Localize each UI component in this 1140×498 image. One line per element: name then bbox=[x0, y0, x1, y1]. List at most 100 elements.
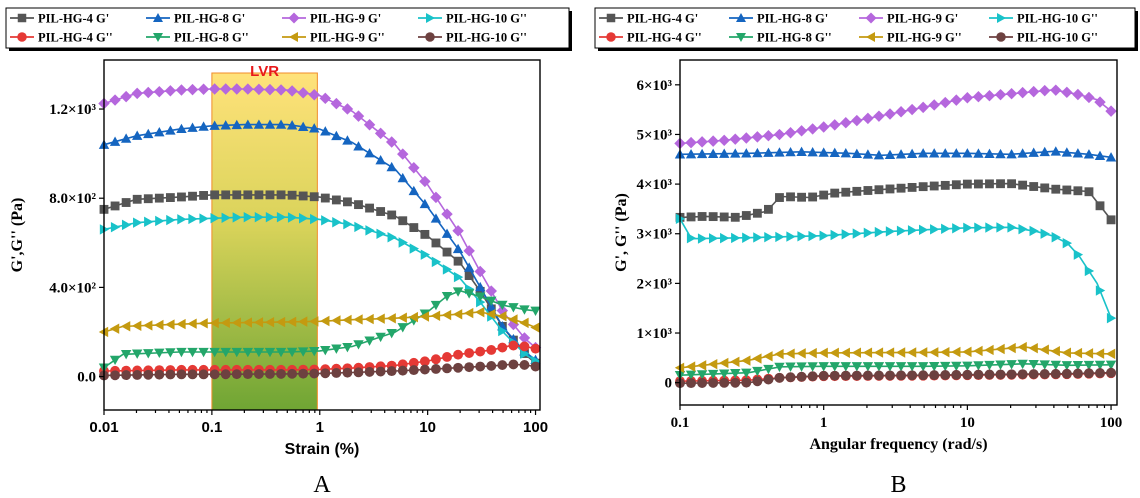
data-point bbox=[243, 211, 254, 223]
legend-label: PIL-HG-8 G' bbox=[757, 12, 828, 26]
data-point bbox=[397, 365, 408, 376]
data-point bbox=[1083, 348, 1094, 359]
data-point bbox=[109, 355, 121, 366]
data-point bbox=[752, 147, 763, 158]
data-point bbox=[441, 228, 453, 238]
data-point bbox=[397, 323, 408, 333]
data-point bbox=[1084, 265, 1095, 277]
data-point bbox=[918, 182, 928, 192]
data-point bbox=[430, 213, 442, 223]
data-point bbox=[153, 85, 166, 98]
data-point bbox=[929, 148, 940, 158]
data-point bbox=[829, 147, 840, 158]
y-tick-label: 5×10³ bbox=[636, 127, 672, 143]
data-point bbox=[686, 378, 696, 389]
data-point bbox=[287, 368, 298, 379]
data-point bbox=[253, 83, 265, 96]
legend-marker bbox=[17, 32, 27, 42]
data-point bbox=[442, 363, 452, 374]
legend-label: PIL-HG-8 G'' bbox=[757, 31, 832, 45]
panel-a: LVR 0.01 0.1 1 10 100 0.0 4.0×10² 8.0×10² 1.2×10³… bbox=[5, 7, 572, 498]
data-point bbox=[795, 125, 808, 137]
data-point bbox=[697, 378, 708, 388]
data-point bbox=[1072, 88, 1084, 101]
data-point bbox=[829, 362, 840, 372]
data-point bbox=[463, 245, 475, 257]
data-point bbox=[985, 222, 995, 233]
series-4 bbox=[99, 340, 541, 376]
data-point bbox=[1050, 346, 1060, 357]
data-point bbox=[951, 148, 962, 158]
data-point bbox=[364, 366, 375, 377]
data-point bbox=[1018, 223, 1028, 235]
data-point bbox=[232, 212, 242, 223]
lvr-region bbox=[211, 72, 318, 411]
legend-label: PIL-HG-8 G' bbox=[174, 12, 245, 26]
data-point bbox=[143, 349, 154, 359]
data-point bbox=[863, 227, 874, 239]
data-point bbox=[851, 114, 863, 127]
data-point bbox=[453, 349, 464, 360]
data-point bbox=[896, 370, 906, 381]
data-point bbox=[143, 369, 154, 380]
data-point bbox=[984, 360, 995, 371]
data-point bbox=[154, 319, 164, 331]
data-point bbox=[797, 231, 807, 242]
data-point bbox=[408, 311, 418, 323]
data-point bbox=[519, 305, 530, 315]
data-point bbox=[165, 193, 175, 202]
data-point bbox=[474, 265, 486, 278]
data-point bbox=[907, 225, 918, 236]
data-point bbox=[940, 346, 950, 358]
y-tick-label: 3×10³ bbox=[636, 227, 672, 243]
legend-label: PIL-HG-4 G' bbox=[38, 12, 109, 26]
data-point bbox=[109, 136, 121, 146]
data-point bbox=[1072, 368, 1083, 379]
data-point bbox=[287, 190, 297, 200]
data-point bbox=[917, 347, 928, 358]
legend-label: PIL-HG-9 G' bbox=[887, 12, 958, 26]
data-point bbox=[254, 190, 264, 200]
data-point bbox=[486, 301, 497, 311]
data-point bbox=[507, 318, 520, 331]
data-point bbox=[497, 360, 508, 371]
legend-label: PIL-HG-10 G'' bbox=[1017, 31, 1098, 45]
data-point bbox=[175, 84, 188, 96]
data-point bbox=[497, 342, 508, 353]
data-point bbox=[343, 218, 353, 230]
data-point bbox=[165, 125, 176, 135]
data-point bbox=[697, 233, 708, 244]
data-point bbox=[331, 130, 342, 141]
data-point bbox=[209, 369, 220, 380]
data-point bbox=[1018, 180, 1028, 190]
data-point bbox=[198, 121, 209, 131]
data-point bbox=[1084, 368, 1094, 379]
data-point bbox=[354, 200, 363, 210]
legend-label: PIL-HG-10 G'' bbox=[446, 31, 527, 45]
data-point bbox=[297, 316, 308, 327]
data-point bbox=[264, 119, 276, 129]
data-point bbox=[885, 184, 895, 194]
data-point bbox=[818, 362, 829, 372]
data-point bbox=[188, 213, 198, 225]
data-point bbox=[430, 191, 442, 204]
legend-label: PIL-HG-10 G'' bbox=[1017, 12, 1098, 26]
legend-entry: PIL-HG-10 G'' bbox=[989, 12, 1098, 26]
data-point bbox=[253, 317, 264, 328]
data-point bbox=[143, 128, 154, 139]
legend-marker bbox=[996, 32, 1006, 42]
data-point bbox=[431, 354, 441, 365]
data-point bbox=[363, 119, 376, 131]
data-point bbox=[962, 148, 973, 158]
data-point bbox=[774, 147, 785, 157]
data-point bbox=[133, 217, 143, 228]
data-point bbox=[785, 146, 796, 157]
data-point bbox=[830, 188, 840, 198]
data-point bbox=[519, 317, 529, 329]
data-point bbox=[209, 347, 220, 358]
data-point bbox=[475, 292, 486, 302]
data-point bbox=[165, 369, 176, 380]
legend-entry: PIL-HG-8 G' bbox=[146, 12, 245, 26]
data-point bbox=[475, 286, 485, 296]
y-tick-label: 0 bbox=[665, 376, 673, 392]
